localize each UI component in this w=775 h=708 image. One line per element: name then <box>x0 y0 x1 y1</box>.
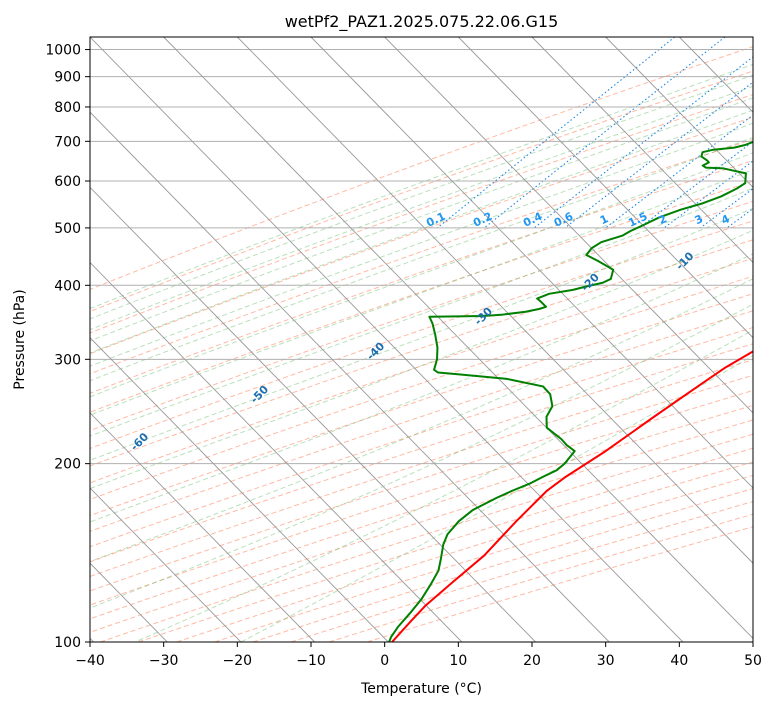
pressure-gridlines <box>90 49 753 642</box>
moist-adiabat-line <box>90 97 753 342</box>
x-tick-label: 40 <box>670 653 688 669</box>
moist-adiabat-line <box>90 303 753 609</box>
mixing-ratio-line <box>564 81 753 229</box>
y-tick-label: 100 <box>54 635 81 651</box>
moist-adiabat-line <box>90 152 753 398</box>
dry-adiabat-line <box>90 116 753 355</box>
moist-adiabats <box>90 63 753 642</box>
dry-adiabat-line <box>90 257 753 484</box>
dry-adiabat-line <box>90 343 753 563</box>
dry-adiabat-line <box>90 293 753 517</box>
isotherm-line <box>90 111 610 642</box>
dry-adiabat-line <box>90 180 753 413</box>
y-tick-label: 700 <box>54 134 81 150</box>
x-tick-label: −10 <box>296 653 326 669</box>
isotherm-line <box>605 37 753 188</box>
isotherm-line <box>90 487 242 642</box>
x-tick-label: 30 <box>597 653 615 669</box>
dry-adiabat-line <box>90 46 753 290</box>
temperature-line <box>391 350 753 642</box>
isotherm-line <box>458 37 753 339</box>
dry-adiabat-line <box>90 160 753 394</box>
moist-adiabat-line <box>90 169 753 416</box>
dry-adiabat-line <box>90 326 753 548</box>
x-tick-label: −20 <box>223 653 253 669</box>
y-axis-label: Pressure (hPa) <box>12 289 28 389</box>
moist-adiabat-line <box>134 329 753 642</box>
x-tick-label: −30 <box>149 653 179 669</box>
moist-adiabat-line <box>90 187 753 437</box>
y-tick-label: 1000 <box>45 43 81 59</box>
dry-adiabats <box>90 46 753 642</box>
y-tick-label: 200 <box>54 457 81 473</box>
isotherm-line <box>90 37 684 642</box>
y-tick-label: 500 <box>54 221 81 237</box>
dry-adiabat-line <box>90 239 753 467</box>
y-axis: 100 200 300 400 500 600 700 800 900 1000 <box>45 43 90 651</box>
dry-adiabat-line <box>90 374 753 592</box>
sounding-series <box>388 140 753 642</box>
isotherms <box>90 37 753 642</box>
isotherm-line <box>237 37 753 564</box>
x-tick-label: 10 <box>449 653 467 669</box>
dewpoint-line <box>388 140 753 642</box>
isotherm-line <box>310 37 753 489</box>
mixing-ratio-line <box>437 37 676 229</box>
isotherm-line <box>90 186 536 642</box>
isotherm-line <box>531 37 753 264</box>
y-tick-label: 900 <box>54 70 81 86</box>
chart-title: wetPf2_PAZ1.2025.075.22.06.G15 <box>285 12 559 32</box>
y-tick-label: 600 <box>54 174 81 190</box>
isotherm-line <box>384 37 753 414</box>
isotherm-line <box>163 37 753 640</box>
isotherm-line <box>90 261 463 642</box>
plot-frame <box>89 36 754 643</box>
y-tick-label: 300 <box>54 352 81 368</box>
x-tick-label: −40 <box>75 653 105 669</box>
y-tick-label: 400 <box>54 278 81 294</box>
moist-adiabat-line <box>90 122 753 367</box>
y-tick-label: 800 <box>54 100 81 116</box>
moist-adiabat-line <box>90 85 753 331</box>
mixing-ratio-line <box>533 56 753 229</box>
x-axis: −40 −30 −20 −10 0 10 20 30 40 50 <box>75 642 762 669</box>
moist-adiabat-line <box>90 207 753 461</box>
dry-adiabat-line <box>90 138 753 375</box>
x-axis-label: Temperature (°C) <box>360 681 482 697</box>
moist-adiabat-line <box>90 109 753 354</box>
plot-area: 0.10.20.40.611.52346810131620253036-100-… <box>90 37 753 642</box>
dry-adiabat-line <box>90 200 753 432</box>
x-tick-label: 20 <box>523 653 541 669</box>
mixing-ratio-line <box>639 140 753 229</box>
isotherm-line <box>90 412 315 642</box>
x-tick-label: 0 <box>380 653 389 669</box>
x-tick-label: 50 <box>744 653 762 669</box>
isotherm-line <box>90 337 389 642</box>
